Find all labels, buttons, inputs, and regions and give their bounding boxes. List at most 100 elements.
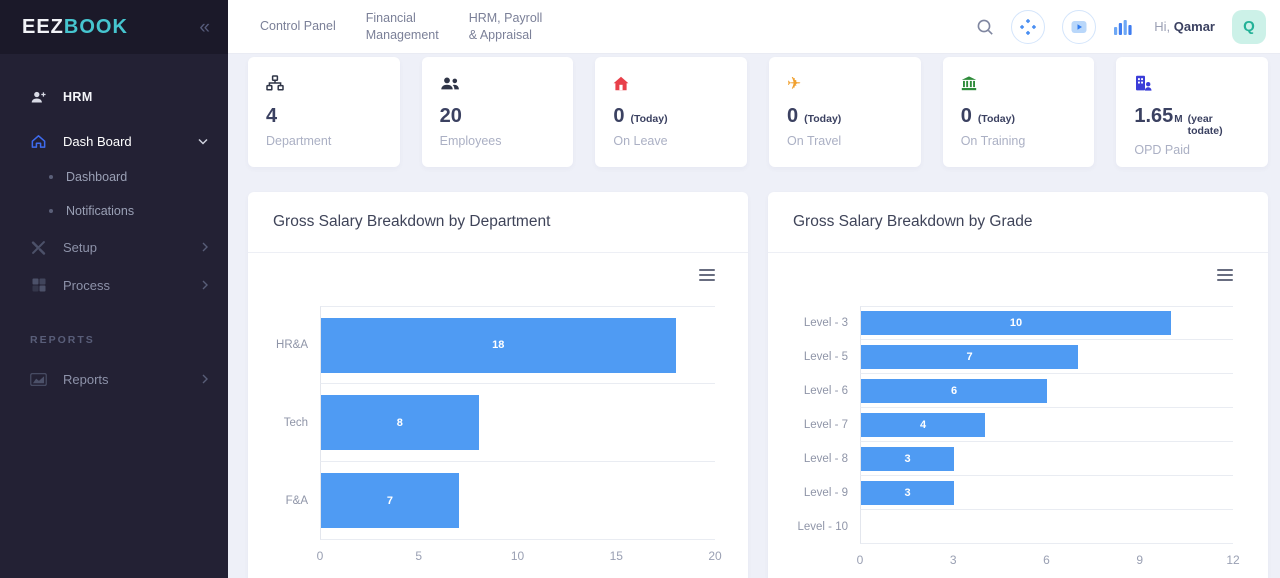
bar: 3	[861, 446, 954, 471]
chart-row: HR&A 18	[260, 306, 715, 384]
video-play-icon[interactable]	[1062, 9, 1097, 44]
tab-label-line1: Financial	[365, 10, 416, 25]
chart-report-icon	[30, 371, 47, 388]
sidebar-item-setup[interactable]: Setup	[0, 228, 228, 266]
category-label: Level - 8	[803, 453, 848, 465]
bar: 7	[321, 473, 459, 528]
sidebar-item-label: Process	[63, 277, 110, 293]
chart-header: Gross Salary Breakdown by Grade	[768, 192, 1268, 253]
chevron-right-icon	[202, 242, 208, 252]
sidebar-item-label: Dash Board	[63, 133, 132, 149]
x-axis: 0 3 6 9 12	[780, 544, 1240, 574]
stat-card-on-travel: ✈ 0 (Today) On Travel	[769, 57, 921, 167]
stat-value: 0	[787, 105, 799, 127]
bar-value-label: 7	[386, 494, 393, 507]
chart-row: Level - 5 7	[780, 340, 1233, 374]
chevron-right-icon	[202, 280, 208, 290]
topbar-tabs: Control Panel Financial Management HRM, …	[260, 10, 542, 44]
stat-value: 0	[960, 105, 972, 127]
search-icon[interactable]	[976, 18, 994, 36]
x-tick-label: 9	[1136, 553, 1144, 567]
stat-value-row: 4	[266, 105, 382, 128]
bar: 4	[861, 412, 985, 437]
logo-text-primary: EEZ	[22, 15, 64, 38]
category-label: Level - 10	[797, 521, 848, 533]
stat-qualifier: (Today)	[630, 113, 668, 125]
category-label: Level - 5	[803, 351, 848, 363]
sidebar-subitem-label: Dashboard	[66, 170, 128, 184]
bar-stats-icon[interactable]	[1113, 18, 1133, 35]
tab-financial-management[interactable]: Financial Management	[366, 10, 439, 44]
x-tick-label: 0	[316, 549, 324, 563]
bar-track: 7	[320, 462, 715, 540]
bar-value-label: 10	[1009, 317, 1023, 329]
user-avatar[interactable]: Q	[1232, 9, 1266, 44]
bar: 8	[321, 395, 479, 450]
house-icon	[613, 74, 729, 92]
chart-card-grade: Gross Salary Breakdown by Grade Level - …	[768, 192, 1268, 578]
bar: 18	[321, 317, 676, 373]
chart-row: Tech 8	[260, 384, 715, 462]
sidebar-item-process[interactable]: Process	[0, 266, 228, 304]
sidebar-item-notifications[interactable]: Notifications	[0, 194, 228, 228]
bar: 6	[861, 378, 1047, 403]
stat-card-on-training: 0 (Today) On Training	[942, 57, 1095, 167]
x-tick-label: 3	[949, 553, 957, 567]
stat-value-row: 0 (Today)	[961, 105, 1077, 128]
plane-icon: ✈	[787, 74, 903, 92]
tab-hrm-payroll-appraisal[interactable]: HRM, Payroll & Appraisal	[469, 10, 543, 44]
bar-value-label: 3	[904, 486, 911, 499]
sitemap-icon	[266, 74, 382, 92]
bar: 7	[861, 344, 1078, 369]
bar-value-label: 6	[950, 384, 958, 397]
chevron-right-icon	[202, 374, 208, 384]
chart-row: Level - 9 3	[780, 476, 1233, 510]
sidebar-item-dashboard[interactable]: Dashboard	[0, 160, 228, 194]
greeting-name: Qamar	[1173, 19, 1215, 34]
stat-label: Employees	[439, 134, 502, 148]
sidebar-item-dash-board[interactable]: Dash Board	[0, 122, 228, 160]
stat-value: 0	[613, 105, 625, 127]
chart-body: HR&A 18 Tech 8 F&A 7 0 5 10 15 20	[248, 253, 748, 570]
grid-icon	[30, 277, 47, 294]
chart-card-department: Gross Salary Breakdown by Department HR&…	[248, 192, 748, 578]
apps-launcher-icon[interactable]	[1011, 9, 1046, 44]
chart-title: Gross Salary Breakdown by Grade	[793, 213, 1033, 230]
logo-text-secondary: BOOK	[63, 15, 128, 38]
chart-menu-icon[interactable]	[699, 269, 715, 281]
category-label: HR&A	[276, 339, 308, 351]
tools-icon	[30, 239, 47, 256]
chart-row: Level - 8 3	[780, 442, 1233, 476]
stat-card-employees: 20 Employees	[421, 57, 574, 167]
sidebar-item-reports[interactable]: Reports	[0, 360, 228, 398]
logo-bar: EEZBOOK «	[0, 0, 228, 54]
app-logo[interactable]: EEZBOOK	[22, 16, 199, 39]
main-area: Control Panel Financial Management HRM, …	[228, 0, 1280, 578]
stat-label: Department	[266, 134, 332, 148]
category-label: Level - 9	[803, 487, 848, 499]
topbar: Control Panel Financial Management HRM, …	[228, 0, 1280, 54]
chart-menu-icon[interactable]	[1217, 269, 1233, 281]
stat-label: On Training	[960, 134, 1026, 148]
sidebar-item-label: HRM	[63, 90, 93, 104]
stat-value-row: 20	[440, 105, 556, 128]
tab-control-panel[interactable]: Control Panel	[260, 18, 336, 35]
sidebar-item-hrm[interactable]: HRM	[0, 80, 228, 114]
category-label: F&A	[285, 495, 308, 507]
plane-glyph: ✈	[787, 73, 802, 93]
chart-body: Level - 3 10 Level - 5 7 Level - 6 6 Level - 7…	[768, 253, 1268, 574]
bullet-dot	[49, 209, 53, 213]
chart-plot: Level - 3 10 Level - 5 7 Level - 6 6 Level - 7…	[780, 306, 1240, 574]
x-tick-label: 15	[609, 549, 623, 563]
bar: 10	[861, 311, 1171, 335]
category-label: Level - 3	[803, 317, 848, 329]
stat-value-row: 0 (Today)	[787, 105, 903, 128]
users-icon	[440, 74, 556, 92]
stat-label: On Leave	[613, 134, 668, 148]
chart-header: Gross Salary Breakdown by Department	[248, 192, 748, 253]
stat-qualifier: (Today)	[804, 113, 842, 125]
sidebar-collapse-icon[interactable]: «	[199, 16, 210, 38]
chart-row: F&A 7	[260, 462, 715, 540]
charts-row: Gross Salary Breakdown by Department HR&…	[248, 192, 1268, 578]
